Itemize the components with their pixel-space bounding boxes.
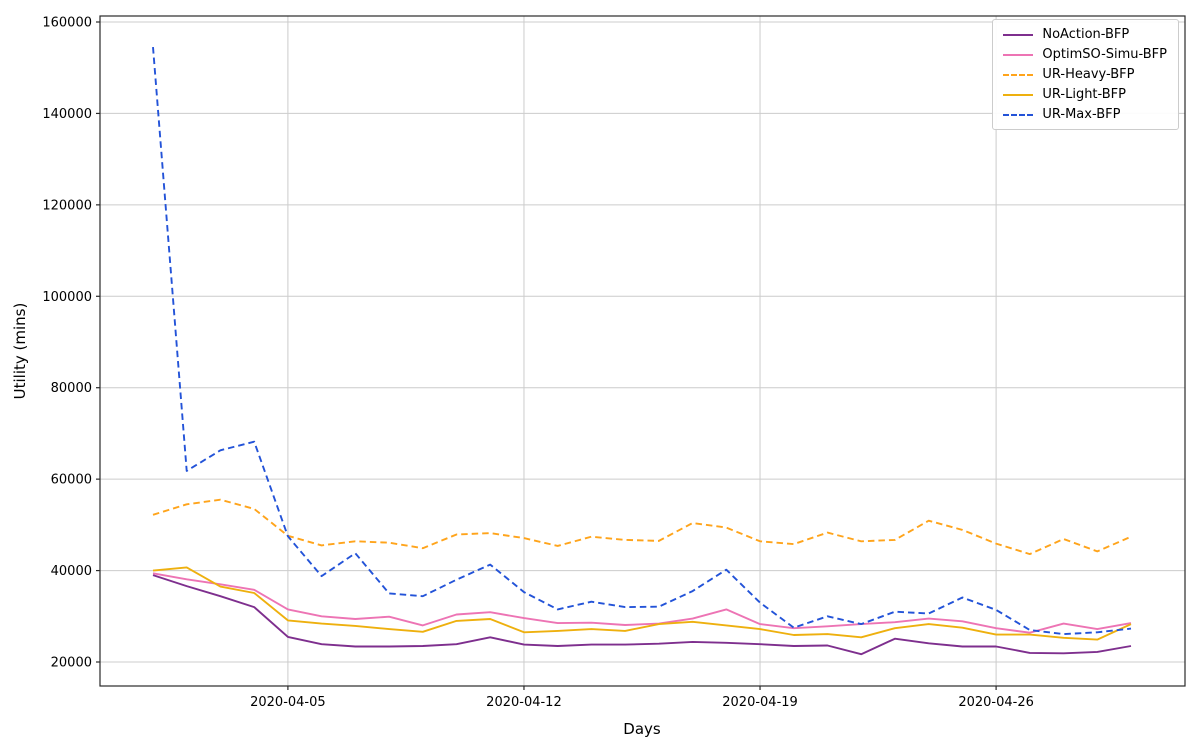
legend-item-noaction-bfp: NoAction-BFP	[1003, 28, 1167, 41]
series-line-ur-light-bfp	[152, 566, 1132, 641]
legend-label: UR-Max-BFP	[1042, 107, 1121, 122]
axes-frame	[99, 15, 1186, 687]
x-tick-label: 2020-04-26	[958, 695, 1034, 710]
y-tick-label: 100000	[42, 290, 92, 305]
legend-item-ur-heavy-bfp: UR-Heavy-BFP	[1003, 68, 1167, 81]
legend-item-ur-light-bfp: UR-Light-BFP	[1003, 88, 1167, 101]
series-line-noaction-bfp	[152, 574, 1132, 656]
legend-item-optimso-simu-bfp: OptimSO-Simu-BFP	[1003, 48, 1167, 61]
series-line-ur-max-bfp	[152, 47, 1132, 636]
x-axis-label: Days	[623, 720, 661, 738]
legend-line-swatch	[1003, 73, 1034, 76]
y-tick-label: 20000	[51, 656, 92, 671]
x-tick-label: 2020-04-05	[250, 695, 326, 710]
y-tick-label: 140000	[42, 107, 92, 122]
series-line-ur-heavy-bfp	[152, 498, 1132, 556]
x-tick-label: 2020-04-12	[486, 695, 562, 710]
y-tick-label: 80000	[51, 381, 92, 396]
x-tick-label: 2020-04-19	[722, 695, 798, 710]
series-line-optimso-simu-bfp	[152, 572, 1132, 634]
y-tick-label: 40000	[51, 564, 92, 579]
y-tick-label: 60000	[51, 473, 92, 488]
legend-line-swatch	[1003, 93, 1034, 96]
y-axis-label: Utility (mins)	[11, 302, 29, 400]
legend-line-swatch	[1003, 53, 1034, 56]
legend-label: UR-Heavy-BFP	[1042, 67, 1135, 82]
legend-label: NoAction-BFP	[1042, 27, 1130, 42]
y-tick-label: 120000	[42, 198, 92, 213]
legend-line-swatch	[1003, 33, 1034, 36]
legend-label: OptimSO-Simu-BFP	[1042, 47, 1167, 62]
legend-item-ur-max-bfp: UR-Max-BFP	[1003, 108, 1167, 121]
legend-line-swatch	[1003, 113, 1034, 116]
legend: NoAction-BFP OptimSO-Simu-BFP UR-Heavy-BFP…	[992, 19, 1179, 130]
y-tick-label: 160000	[42, 16, 92, 31]
legend-label: UR-Light-BFP	[1042, 87, 1126, 102]
